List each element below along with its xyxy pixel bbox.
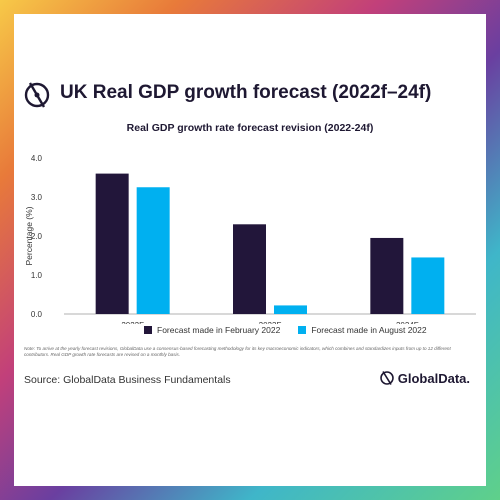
source-text: Source: GlobalData Business Fundamentals — [24, 374, 231, 386]
globaldata-brand-icon — [379, 371, 394, 385]
brand-name: GlobalData. — [397, 370, 470, 386]
x-tick-label: 2024F — [396, 321, 419, 324]
bar-2022f-series-2 — [136, 187, 170, 314]
y-tick-label: 3.0 — [31, 193, 43, 202]
bar-2023f-series-1 — [233, 224, 266, 314]
globaldata-logo-icon — [24, 82, 50, 108]
bar-2024f-series-1 — [370, 237, 404, 314]
methodology-note: Note: To arrive at the yearly forecast r… — [24, 346, 451, 357]
y-tick-label: 1.0 — [31, 271, 43, 280]
bar-2022f-series-1 — [95, 173, 129, 314]
legend-label-august: Forecast made in August 2022 — [311, 325, 427, 335]
legend-swatch-february — [144, 326, 152, 334]
page-title: UK Real GDP growth forecast (2022f–24f) — [60, 82, 432, 103]
chart-title: Real GDP growth rate forecast revision (… — [126, 122, 374, 134]
x-tick-label: 2023F — [259, 321, 282, 324]
legend-item-february: Forecast made in February 2022 — [144, 325, 280, 335]
y-tick-label: 4.0 — [31, 154, 43, 163]
chart-legend: Forecast made in February 2022 Forecast … — [144, 325, 427, 335]
bar-2024f-series-2 — [411, 257, 445, 314]
y-axis-label: Percentage (%) — [24, 206, 34, 265]
brand-logo: GlobalData. — [379, 370, 470, 386]
legend-item-august: Forecast made in August 2022 — [298, 325, 427, 335]
y-tick-label: 0.0 — [31, 310, 43, 319]
y-tick-label: 2.0 — [31, 232, 43, 241]
legend-swatch-august — [298, 326, 307, 334]
bar-2023f-series-2 — [274, 305, 307, 314]
legend-label-february: Forecast made in February 2022 — [157, 325, 281, 335]
infographic-card: UK Real GDP growth forecast (2022f–24f) … — [14, 14, 486, 486]
